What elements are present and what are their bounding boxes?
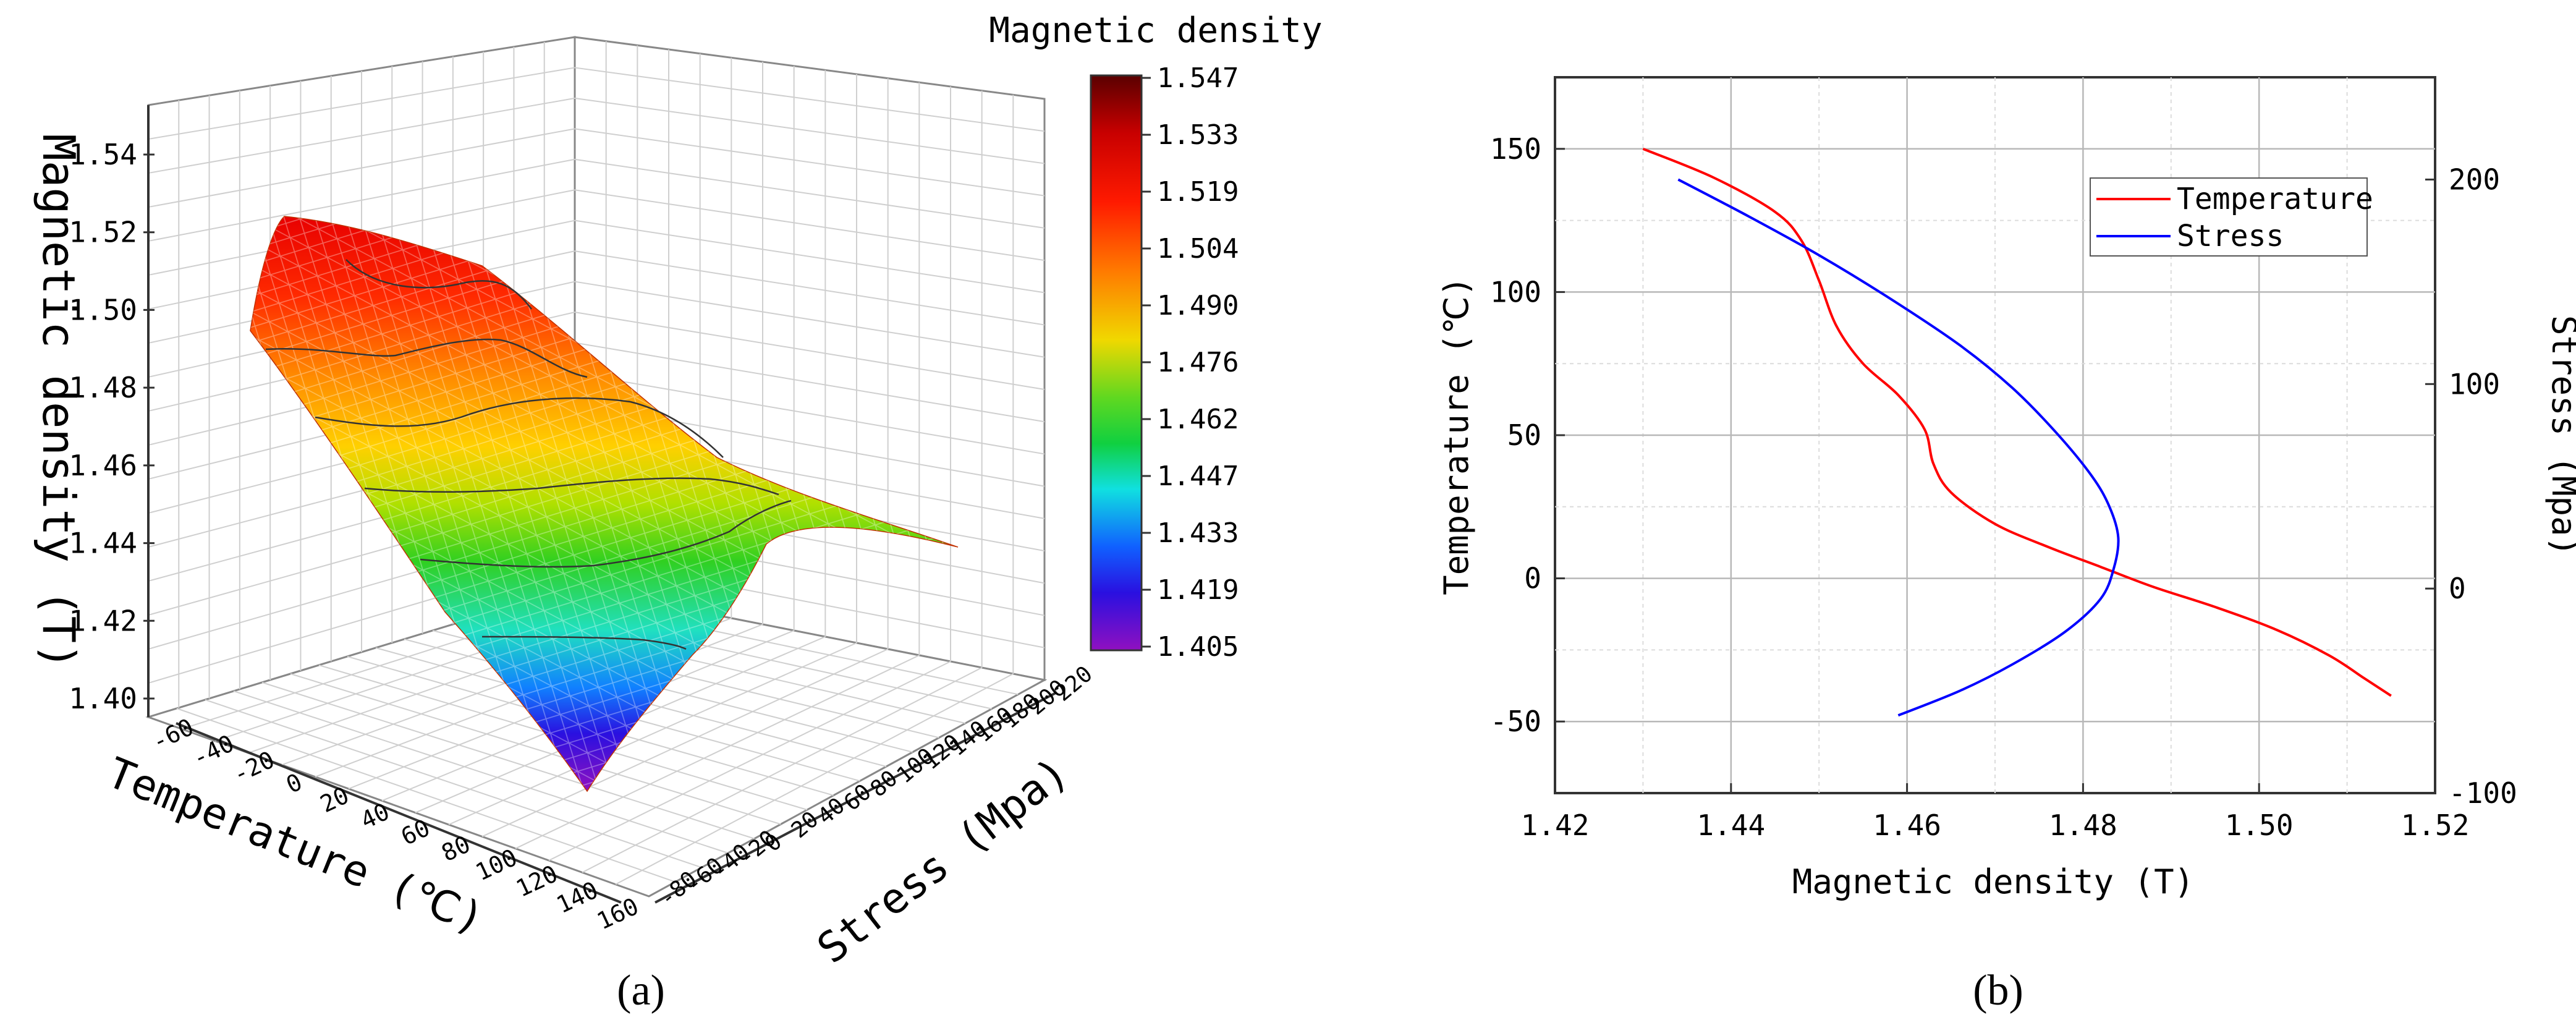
colorbar-tick-label: 1.504 — [1157, 233, 1239, 265]
z-tick-label: 1.44 — [69, 527, 137, 560]
z-tick-label: 1.40 — [69, 682, 137, 715]
colorbar-tick-label: 1.519 — [1157, 176, 1239, 208]
grid-line — [574, 372, 1045, 455]
x-tick-label: 1.52 — [2401, 809, 2470, 842]
contour-line — [420, 499, 792, 568]
x-axis — [176, 722, 622, 904]
contour-line — [315, 397, 724, 458]
grid-line — [574, 158, 1045, 229]
grid-line — [548, 661, 951, 861]
series-line-temperature — [1642, 147, 2392, 697]
grid-line — [574, 189, 1045, 261]
colorbar-tick-label: 1.462 — [1157, 404, 1239, 435]
z-axis-ticks: 1.40 1.42 1.44 1.46 1.48 1.50 1.52 1.54 — [69, 138, 155, 715]
series-lines — [1642, 147, 2392, 717]
z-axis-label: Magnetic density (T) — [33, 134, 85, 670]
left-y-tick-label: 50 — [1507, 418, 1541, 452]
left-y-tick-label: 150 — [1490, 132, 1541, 166]
right-y-tick-label: -100 — [2449, 776, 2517, 810]
panel-label-a: (a) — [617, 967, 665, 1014]
left-y-axis-ticks: -50 0 50 100 150 — [1490, 132, 1565, 738]
series-line-stress — [1677, 178, 2120, 717]
contour-line — [345, 259, 532, 310]
x-tick-label: 60 — [397, 814, 434, 851]
contour-line — [364, 477, 779, 496]
surface-mesh — [250, 216, 958, 791]
colorbar-tick-label: 1.405 — [1157, 631, 1239, 663]
legend-label-temperature: Temperature — [2177, 182, 2373, 216]
grid-line — [574, 342, 1045, 423]
right-y-tick-label: 100 — [2449, 367, 2500, 401]
colorbar-title: Magnetic density — [989, 11, 1322, 51]
left-y-tick-label: -50 — [1490, 705, 1541, 738]
grid-line — [574, 219, 1045, 294]
x-tick-label: 80 — [438, 830, 475, 867]
left-y-axis-label: Temperature (℃) — [1437, 276, 1476, 595]
colorbar-tick-label: 1.419 — [1157, 574, 1239, 606]
panel-b-line-plot: 1.42 1.44 1.46 1.48 1.50 1.52 -50 0 50 100 150 -1… — [1437, 76, 2576, 1014]
grid-line — [574, 250, 1045, 326]
right-y-tick-label: 0 — [2449, 572, 2466, 605]
panel-label-b: (b) — [1973, 967, 2023, 1014]
colorbar-tick-label: 1.547 — [1157, 62, 1239, 94]
colorbar-tick-label: 1.490 — [1157, 290, 1239, 321]
grid-line — [574, 67, 1045, 132]
panel-a-surface-plot: 1.40 1.42 1.44 1.46 1.48 1.50 1.52 1.54 Magneti… — [33, 11, 1323, 1014]
grid-line — [290, 673, 781, 825]
x-tick-label: 1.44 — [1697, 809, 1765, 842]
colorbar — [1090, 74, 1143, 652]
contour-line — [481, 635, 687, 650]
colorbar-ticks: 1.547 1.533 1.519 1.504 1.490 1.476 1.462 1.447… — [1142, 62, 1239, 663]
x-tick-label: 1.48 — [2049, 809, 2117, 842]
grid-line — [233, 690, 729, 854]
x-axis-ticks: 1.42 1.44 1.46 1.48 1.50 1.52 — [1521, 783, 2470, 842]
x-tick-label: 1.46 — [1873, 809, 1941, 842]
grid-line — [205, 699, 702, 869]
grid-line — [448, 642, 857, 825]
grid-line — [515, 655, 920, 849]
colorbar-tick-label: 1.476 — [1157, 347, 1239, 378]
legend-box — [2090, 177, 2368, 257]
grid-line — [574, 128, 1045, 197]
colorbar-tick-label: 1.533 — [1157, 119, 1239, 151]
z-tick-label: 1.52 — [69, 216, 137, 249]
z-tick-label: 1.46 — [69, 449, 137, 482]
x-tick-label: 1.50 — [2225, 809, 2294, 842]
x-axis-label: Magnetic density (T) — [1792, 862, 2194, 901]
z-tick-label: 1.48 — [69, 371, 137, 404]
grid-line — [574, 281, 1045, 358]
left-y-tick-label: 100 — [1490, 275, 1541, 308]
colorbar-tick-label: 1.433 — [1157, 517, 1239, 549]
right-y-tick-label: 200 — [2449, 163, 2500, 196]
right-y-axis-ticks: -100 0 100 200 — [2425, 163, 2517, 810]
contour-line — [265, 338, 588, 378]
z-tick-label: 1.50 — [69, 293, 137, 326]
y-axis — [655, 691, 1057, 904]
grid-line — [574, 312, 1045, 390]
grid-line — [615, 673, 1014, 885]
grid-line — [176, 708, 676, 883]
grid-line — [574, 97, 1045, 164]
right-y-axis-label: Stress (Mpa) — [2544, 315, 2576, 556]
legend: Temperature Stress — [2090, 177, 2373, 257]
legend-label-stress: Stress — [2177, 219, 2284, 253]
left-y-tick-label: 0 — [1524, 562, 1541, 595]
grid-line — [481, 648, 889, 838]
z-tick-label: 1.54 — [69, 138, 137, 171]
x-tick-label: 1.42 — [1521, 809, 1590, 842]
grid-line — [582, 667, 983, 873]
colorbar-tick-label: 1.447 — [1157, 461, 1239, 492]
z-tick-label: 1.42 — [69, 604, 137, 637]
grid-line — [261, 682, 755, 839]
